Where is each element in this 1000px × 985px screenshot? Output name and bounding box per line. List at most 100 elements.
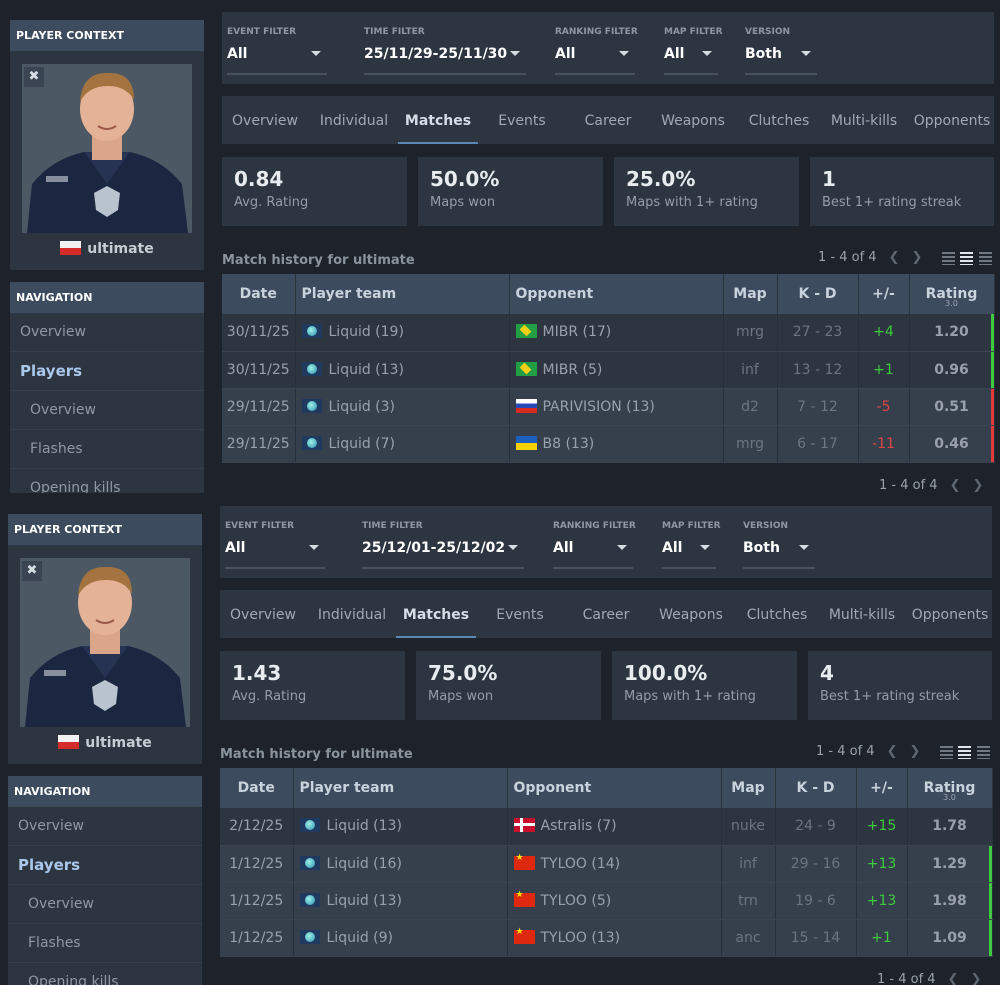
- filter-dropdown[interactable]: 25/12/01-25/12/02: [362, 540, 524, 569]
- row-date[interactable]: 1/12/25: [220, 919, 294, 957]
- tab-clutches[interactable]: Clutches: [746, 607, 808, 623]
- table-row[interactable]: 2/12/25 Liquid (13) Astralis (7) nuke 24 - 9…: [220, 808, 993, 846]
- row-player-team[interactable]: Liquid (19): [295, 314, 510, 352]
- tab-career[interactable]: Career: [582, 607, 630, 623]
- row-opponent[interactable]: B8 (13): [509, 425, 724, 463]
- player-name[interactable]: ultimate: [8, 735, 202, 751]
- row-player-team[interactable]: Liquid (16): [293, 845, 508, 883]
- row-date[interactable]: 29/11/25: [222, 425, 296, 463]
- view-wide-icon[interactable]: [977, 746, 990, 759]
- tab-events[interactable]: Events: [498, 113, 546, 129]
- tab-weapons[interactable]: Weapons: [661, 113, 725, 129]
- nav-item-players[interactable]: Players: [10, 352, 204, 391]
- row-date[interactable]: 29/11/25: [222, 388, 296, 426]
- nav-item-overview[interactable]: Overview: [10, 313, 204, 352]
- col-kd[interactable]: K - D: [777, 274, 859, 314]
- row-opponent[interactable]: TYLOO (5): [507, 882, 722, 920]
- tab-opponents[interactable]: Opponents: [913, 113, 991, 129]
- tab-career[interactable]: Career: [584, 113, 632, 129]
- close-icon[interactable]: ✖: [22, 561, 42, 581]
- row-opponent[interactable]: Astralis (7): [507, 808, 722, 846]
- nav-item-overview[interactable]: Overview: [8, 807, 202, 846]
- row-opponent[interactable]: TYLOO (14): [507, 845, 722, 883]
- col-player-team[interactable]: Player team: [293, 768, 508, 808]
- col-plus-minus[interactable]: +/-: [858, 274, 910, 314]
- tab-opponents[interactable]: Opponents: [911, 607, 989, 623]
- row-player-team[interactable]: Liquid (13): [293, 808, 508, 846]
- col-plus-minus[interactable]: +/-: [856, 768, 908, 808]
- row-player-team[interactable]: Liquid (7): [295, 425, 510, 463]
- tab-overview[interactable]: Overview: [232, 113, 298, 129]
- col-date[interactable]: Date: [222, 274, 296, 314]
- nav-item-opening-kills[interactable]: Opening kills: [10, 469, 204, 493]
- col-opponent[interactable]: Opponent: [507, 768, 722, 808]
- filter-dropdown[interactable]: 25/11/29-25/11/30: [364, 46, 526, 75]
- filter-dropdown[interactable]: Both: [743, 540, 815, 569]
- row-opponent[interactable]: TYLOO (13): [507, 919, 722, 957]
- nav-item-overview[interactable]: Overview: [10, 391, 204, 430]
- table-row[interactable]: 29/11/25 Liquid (7) B8 (13) mrg 6 - 17 -11 0.4…: [222, 425, 995, 463]
- filter-dropdown[interactable]: All: [227, 46, 327, 75]
- row-player-team[interactable]: Liquid (13): [295, 351, 510, 389]
- row-opponent[interactable]: PARIVISION (13): [509, 388, 724, 426]
- tab-events[interactable]: Events: [496, 607, 544, 623]
- table-row[interactable]: 30/11/25 Liquid (19) MIBR (17) mrg 27 - 23 +4…: [222, 314, 995, 352]
- row-date[interactable]: 1/12/25: [220, 845, 294, 883]
- next-page-icon[interactable]: ❯: [970, 972, 982, 985]
- tab-multi-kills[interactable]: Multi-kills: [830, 113, 898, 129]
- row-date[interactable]: 30/11/25: [222, 351, 296, 389]
- col-rating[interactable]: Rating 3.0: [909, 274, 995, 314]
- nav-item-players[interactable]: Players: [8, 846, 202, 885]
- next-page-icon[interactable]: ❯: [909, 744, 921, 759]
- row-player-team[interactable]: Liquid (9): [293, 919, 508, 957]
- nav-item-opening-kills[interactable]: Opening kills: [8, 963, 202, 985]
- view-compact-icon[interactable]: [940, 746, 953, 759]
- filter-dropdown[interactable]: All: [225, 540, 325, 569]
- col-rating[interactable]: Rating 3.0: [907, 768, 993, 808]
- view-wide-icon[interactable]: [979, 252, 992, 265]
- row-opponent[interactable]: MIBR (5): [509, 351, 724, 389]
- table-row[interactable]: 29/11/25 Liquid (3) PARIVISION (13) d2 7 - 1…: [222, 388, 995, 426]
- view-compact-icon[interactable]: [942, 252, 955, 265]
- filter-dropdown[interactable]: Both: [745, 46, 817, 75]
- view-normal-icon[interactable]: [960, 252, 973, 265]
- tab-clutches[interactable]: Clutches: [748, 113, 810, 129]
- col-map[interactable]: Map: [723, 274, 778, 314]
- nav-item-overview[interactable]: Overview: [8, 885, 202, 924]
- view-normal-icon[interactable]: [958, 746, 971, 759]
- row-player-team[interactable]: Liquid (3): [295, 388, 510, 426]
- filter-dropdown[interactable]: All: [662, 540, 716, 569]
- tab-multi-kills[interactable]: Multi-kills: [828, 607, 896, 623]
- col-map[interactable]: Map: [721, 768, 776, 808]
- tab-matches[interactable]: Matches: [398, 96, 478, 144]
- player-name[interactable]: ultimate: [10, 241, 204, 257]
- tab-overview[interactable]: Overview: [230, 607, 296, 623]
- filter-dropdown[interactable]: All: [664, 46, 718, 75]
- tab-individual[interactable]: Individual: [319, 113, 389, 129]
- row-opponent[interactable]: MIBR (17): [509, 314, 724, 352]
- row-date[interactable]: 30/11/25: [222, 314, 296, 352]
- tab-matches[interactable]: Matches: [396, 590, 476, 638]
- col-date[interactable]: Date: [220, 768, 294, 808]
- filter-dropdown[interactable]: All: [553, 540, 633, 569]
- row-player-team[interactable]: Liquid (13): [293, 882, 508, 920]
- nav-item-flashes[interactable]: Flashes: [10, 430, 204, 469]
- prev-page-icon[interactable]: ❮: [949, 478, 961, 493]
- next-page-icon[interactable]: ❯: [972, 478, 984, 493]
- col-player-team[interactable]: Player team: [295, 274, 510, 314]
- col-kd[interactable]: K - D: [775, 768, 857, 808]
- prev-page-icon[interactable]: ❮: [888, 250, 900, 265]
- row-date[interactable]: 2/12/25: [220, 808, 294, 846]
- prev-page-icon[interactable]: ❮: [947, 972, 959, 985]
- tab-individual[interactable]: Individual: [317, 607, 387, 623]
- close-icon[interactable]: ✖: [24, 67, 44, 87]
- next-page-icon[interactable]: ❯: [911, 250, 923, 265]
- col-opponent[interactable]: Opponent: [509, 274, 724, 314]
- table-row[interactable]: 30/11/25 Liquid (13) MIBR (5) inf 13 - 12 +1 0…: [222, 351, 995, 389]
- nav-item-flashes[interactable]: Flashes: [8, 924, 202, 963]
- row-date[interactable]: 1/12/25: [220, 882, 294, 920]
- tab-weapons[interactable]: Weapons: [659, 607, 723, 623]
